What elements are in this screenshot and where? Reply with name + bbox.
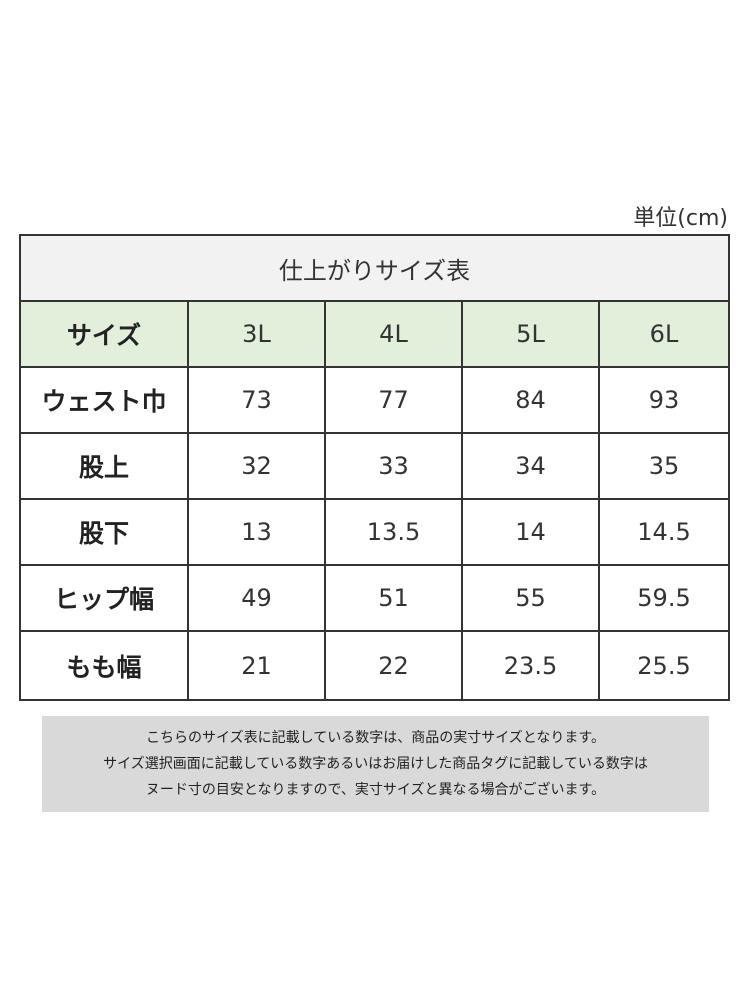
row-label-hip: ヒップ幅	[21, 566, 189, 632]
table-cell: 59.5	[600, 566, 728, 632]
table-cell: 55	[463, 566, 600, 632]
table-cell: 49	[189, 566, 326, 632]
table-caption: 仕上がりサイズ表	[21, 236, 728, 302]
notice-line: ヌード寸の目安となりますので、実寸サイズと異なる場合がございます。	[145, 782, 606, 798]
table-cell: 35	[600, 434, 728, 500]
table-cell: 73	[189, 368, 326, 434]
table-cell: 14	[463, 500, 600, 566]
table-cell: 93	[600, 368, 728, 434]
table-cell: 13.5	[326, 500, 463, 566]
table-cell: 33	[326, 434, 463, 500]
table-cell: 34	[463, 434, 600, 500]
row-label-thigh: もも幅	[21, 632, 189, 699]
header-size-6l: 6L	[600, 302, 728, 368]
notice-line: こちらのサイズ表に記載している数字は、商品の実寸サイズとなります。	[146, 730, 605, 746]
table-cell: 22	[326, 632, 463, 699]
row-label-waist: ウェスト巾	[21, 368, 189, 434]
table-cell: 14.5	[600, 500, 728, 566]
header-size-3l: 3L	[189, 302, 326, 368]
unit-label: 単位(cm)	[633, 206, 728, 231]
table-cell: 77	[326, 368, 463, 434]
header-size-5l: 5L	[463, 302, 600, 368]
table-cell: 23.5	[463, 632, 600, 699]
notice-line: サイズ選択画面に記載している数字あるいはお届けした商品タグに記載している数字は	[103, 756, 648, 772]
row-label-rise: 股上	[21, 434, 189, 500]
header-size-label: サイズ	[21, 302, 189, 368]
table-cell: 84	[463, 368, 600, 434]
size-table: 仕上がりサイズ表 サイズ 3L 4L 5L 6L ウェスト巾 73 77 84 …	[19, 234, 730, 701]
notice-box: こちらのサイズ表に記載している数字は、商品の実寸サイズとなります。 サイズ選択画…	[42, 716, 709, 812]
row-label-inseam: 股下	[21, 500, 189, 566]
table-cell: 21	[189, 632, 326, 699]
table-cell: 13	[189, 500, 326, 566]
header-size-4l: 4L	[326, 302, 463, 368]
table-cell: 51	[326, 566, 463, 632]
table-cell: 32	[189, 434, 326, 500]
table-cell: 25.5	[637, 651, 691, 680]
